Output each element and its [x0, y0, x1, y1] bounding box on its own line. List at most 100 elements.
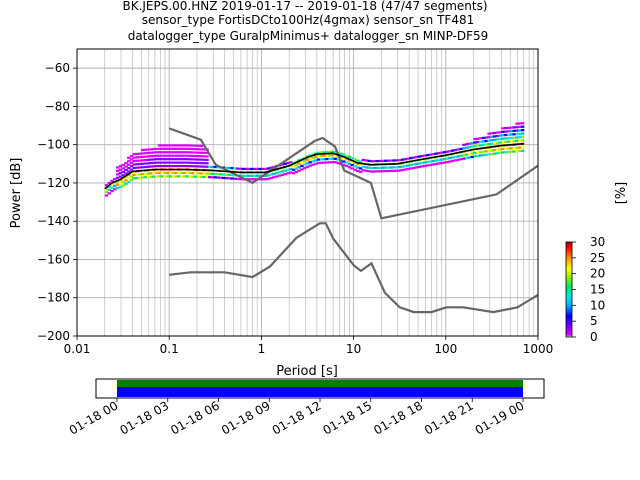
psd-cell: [171, 158, 176, 161]
psd-cell: [177, 175, 181, 178]
psd-cell: [481, 143, 486, 146]
psd-cell: [222, 176, 226, 180]
psd-cell: [484, 143, 489, 146]
psd-cell: [501, 151, 505, 154]
psd-cell: [506, 130, 511, 133]
psd-cell: [157, 161, 162, 164]
psd-cell: [314, 155, 318, 159]
psd-cell: [392, 169, 396, 172]
psd-cell: [132, 156, 137, 159]
psd-cell: [286, 168, 290, 172]
psd-cell: [384, 159, 388, 162]
psd-cell: [160, 158, 165, 161]
psd-cell: [358, 167, 363, 170]
psd-cell: [188, 171, 192, 175]
psd-cell: [289, 168, 293, 171]
psd-cell: [277, 171, 282, 174]
psd-cell: [196, 172, 201, 175]
psd-cell: [431, 153, 435, 156]
psd-cell: [141, 159, 145, 162]
psd-cell: [224, 166, 229, 169]
x-axis-ticks: 0.01 0.1 1 10 100 1000: [64, 336, 553, 356]
psd-cell: [138, 176, 142, 179]
psd-cell: [143, 152, 148, 155]
psd-cell: [171, 151, 176, 154]
psd-cell: [157, 144, 162, 147]
psd-cell: [498, 134, 502, 137]
psd-cell: [398, 166, 402, 169]
psd-cell: [330, 154, 335, 157]
psd-cell: [342, 160, 346, 163]
psd-cell: [339, 156, 343, 159]
psd-cell: [347, 155, 352, 159]
psd-cell: [462, 157, 466, 160]
psd-cell: [361, 169, 366, 172]
psd-cell: [495, 148, 500, 151]
psd-cell: [113, 188, 117, 191]
psd-cell: [138, 152, 142, 155]
psd-cell: [132, 166, 137, 170]
coverage-data-bar: [117, 387, 523, 397]
psd-cell: [141, 152, 145, 155]
psd-cell: [230, 167, 234, 170]
psd-cell: [222, 173, 226, 176]
psd-cell: [403, 158, 408, 161]
psd-cell: [465, 156, 469, 160]
psd-cell: [473, 141, 477, 144]
psd-cell: [244, 167, 248, 171]
psd-cell: [202, 172, 206, 175]
psd-cell: [129, 168, 134, 171]
psd-cell: [492, 138, 497, 141]
psd-cell: [124, 161, 128, 165]
psd-cell: [155, 175, 159, 178]
psd-cell: [185, 151, 190, 154]
psd-cell: [121, 174, 125, 177]
psd-cell: [275, 171, 279, 175]
psd-cell: [286, 161, 290, 165]
psd-cell: [157, 147, 162, 150]
psd-cell: [146, 162, 151, 165]
psd-cell: [129, 175, 134, 178]
colorbar-tick-label: 10: [590, 298, 605, 312]
psd-cell: [249, 178, 254, 181]
psd-cell: [451, 149, 455, 152]
psd-cell: [188, 144, 192, 147]
psd-cell: [333, 154, 338, 157]
psd-cell: [107, 192, 111, 195]
psd-cell: [384, 166, 388, 169]
psd-cell: [344, 154, 349, 157]
psd-cell: [479, 154, 483, 157]
psd-cell: [258, 174, 262, 177]
psd-cell: [439, 158, 444, 161]
psd-cell: [280, 173, 285, 177]
psd-cell: [135, 152, 139, 156]
nlnm-line: [169, 222, 538, 314]
psd-cell: [492, 149, 497, 152]
psd-cell: [506, 140, 511, 143]
psd-cell: [129, 158, 134, 161]
psd-cell: [317, 158, 321, 161]
psd-cell: [113, 177, 117, 181]
psd-cell: [143, 172, 148, 175]
psd-cell: [152, 158, 156, 161]
psd-cell: [319, 161, 324, 164]
psd-cell: [171, 147, 176, 150]
psd-cell: [135, 173, 139, 176]
psd-cell: [149, 148, 153, 151]
psd-cell: [149, 151, 153, 154]
psd-cell: [177, 164, 181, 168]
psd-cell: [177, 144, 181, 147]
psd-cell: [504, 147, 508, 150]
psd-cell: [448, 150, 452, 153]
coverage-tick-label: 01-18 06: [168, 398, 222, 437]
psd-cell: [238, 167, 243, 170]
psd-cell: [157, 158, 162, 161]
psd-cell: [118, 168, 123, 171]
psd-cell: [434, 159, 438, 162]
psd-cell: [205, 162, 209, 165]
plot-frame: [76, 48, 539, 337]
psd-cell: [196, 175, 201, 178]
psd-cell: [121, 167, 125, 170]
psd-cell: [152, 175, 156, 178]
